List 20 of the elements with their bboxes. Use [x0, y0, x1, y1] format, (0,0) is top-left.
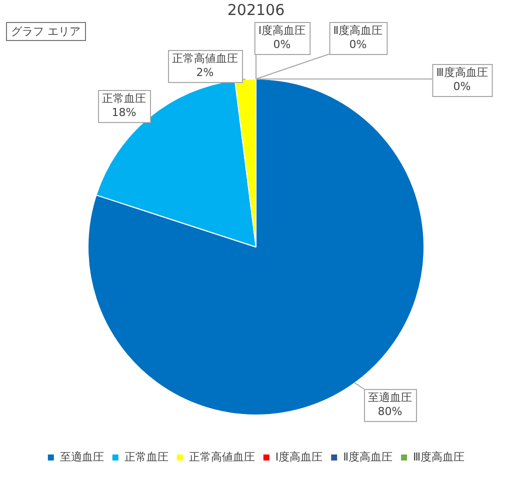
legend-label: 正常血圧	[124, 450, 168, 464]
chart-title: 202106	[227, 0, 285, 19]
slice-label: 至適血圧	[368, 390, 412, 404]
legend-label: 至適血圧	[60, 450, 104, 464]
slice-label: 正常血圧	[102, 92, 146, 105]
slice-label: 正常高値血圧	[172, 52, 238, 65]
data-label: 80%	[378, 404, 402, 418]
legend-label: Ⅱ度高血圧	[343, 450, 393, 464]
legend-label: Ⅰ度高血圧	[275, 450, 323, 464]
category-label: Ⅰ度高血圧	[258, 24, 306, 37]
legend-label: Ⅲ度高血圧	[413, 450, 465, 464]
category-label: Ⅱ度高血圧	[333, 24, 383, 37]
text: 0%	[453, 80, 471, 93]
data-label: 2%	[196, 66, 214, 79]
legend-label: 正常高値血圧	[188, 450, 255, 464]
text: 0%	[273, 38, 291, 51]
data-label: 18%	[112, 106, 136, 119]
category-label: Ⅲ度高血圧	[436, 66, 488, 79]
text: 0%	[349, 38, 367, 51]
text: グラフ エリア	[6, 22, 86, 41]
